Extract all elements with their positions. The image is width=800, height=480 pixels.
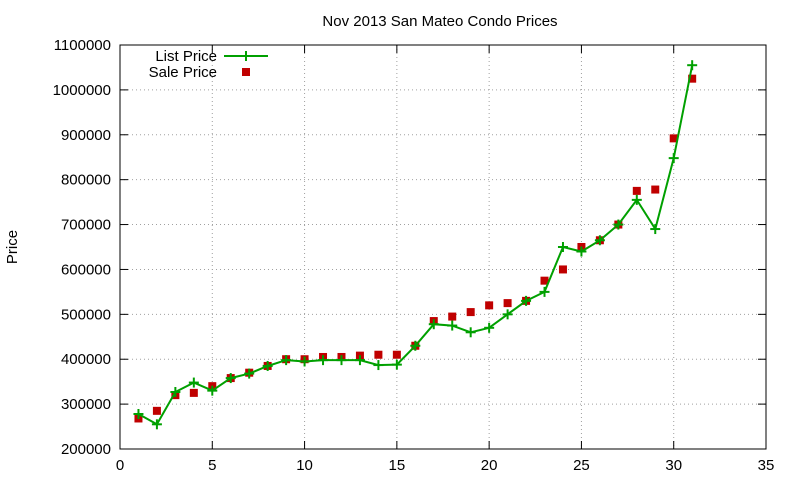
list-price-point <box>133 408 144 419</box>
list-price-point <box>613 219 624 230</box>
sale-price-point <box>540 276 549 285</box>
x-tick-label: 30 <box>665 457 682 474</box>
list-price-point <box>244 368 255 379</box>
list-price-point <box>225 373 236 384</box>
legend-label-sale-price: Sale Price <box>149 64 217 81</box>
list-price-point <box>465 327 476 338</box>
list-price-point <box>188 377 199 388</box>
series-sale-price <box>134 74 697 423</box>
series-list-price <box>133 60 698 430</box>
legend-label-list-price: List Price <box>155 48 217 65</box>
list-price-point <box>539 286 550 297</box>
list-price-point <box>391 359 402 370</box>
list-price-point <box>687 60 698 71</box>
y-tick-label: 600000 <box>61 261 111 278</box>
list-price-point <box>336 355 347 366</box>
x-tick-label: 10 <box>296 457 313 474</box>
sale-price-point <box>448 312 457 321</box>
sale-price-point <box>503 299 512 308</box>
list-price-point <box>521 295 532 306</box>
y-tick-label: 500000 <box>61 306 111 323</box>
list-price-point <box>207 385 218 396</box>
list-price-line <box>138 65 694 426</box>
list-price-point <box>151 419 162 430</box>
list-price-point <box>262 360 273 371</box>
list-price-point <box>576 246 587 257</box>
list-price-point <box>484 322 495 333</box>
sale-price-point <box>152 406 161 415</box>
list-price-point <box>373 360 384 371</box>
x-tick-label: 5 <box>208 457 216 474</box>
list-price-point <box>447 320 458 331</box>
list-price-point <box>650 224 661 235</box>
x-tick-label: 15 <box>389 457 406 474</box>
list-price-point <box>428 319 439 330</box>
legend-symbol-list-price <box>224 51 268 61</box>
list-price-point <box>318 355 329 366</box>
y-axis-label: Price <box>4 230 21 264</box>
sale-price-point <box>669 134 678 143</box>
list-price-point <box>299 356 310 367</box>
list-price-point <box>281 355 292 366</box>
legend-symbol-sale-price <box>242 68 250 76</box>
sale-price-point <box>688 74 697 83</box>
x-tick-label: 35 <box>758 457 775 474</box>
y-tick-label: 400000 <box>61 351 111 368</box>
list-price-point <box>170 386 181 397</box>
data-series <box>133 60 698 430</box>
list-price-point <box>410 340 421 351</box>
list-price-point <box>668 153 679 164</box>
sale-price-point <box>392 350 401 359</box>
grid-lines <box>120 45 766 449</box>
x-tick-label: 25 <box>573 457 590 474</box>
sale-price-point <box>374 350 383 359</box>
y-tick-label: 300000 <box>61 396 111 413</box>
sale-price-point <box>485 301 494 310</box>
plot-frame <box>119 44 767 450</box>
sale-price-point <box>651 185 660 194</box>
y-tick-label: 700000 <box>61 217 111 234</box>
y-tick-label: 200000 <box>61 441 111 458</box>
y-tick-label: 900000 <box>61 127 111 144</box>
sale-price-point <box>558 265 567 274</box>
x-tick-label: 20 <box>481 457 498 474</box>
chart-title: Nov 2013 San Mateo Condo Prices <box>322 13 557 30</box>
y-tick-label: 1100000 <box>54 37 111 54</box>
list-price-point <box>354 355 365 366</box>
y-tick-label: 800000 <box>61 172 111 189</box>
list-price-point <box>631 194 642 205</box>
list-price-point <box>502 309 513 320</box>
sale-price-point <box>189 388 198 397</box>
tick-labels: 200000 300000 400000 500000 600000 700000 8000… <box>53 37 775 474</box>
list-price-point <box>594 235 605 246</box>
y-tick-label: 1000000 <box>53 82 111 99</box>
list-price-point <box>557 242 568 252</box>
sale-price-point <box>466 308 475 317</box>
x-tick-label: 0 <box>116 457 124 474</box>
sale-price-point <box>632 186 641 195</box>
